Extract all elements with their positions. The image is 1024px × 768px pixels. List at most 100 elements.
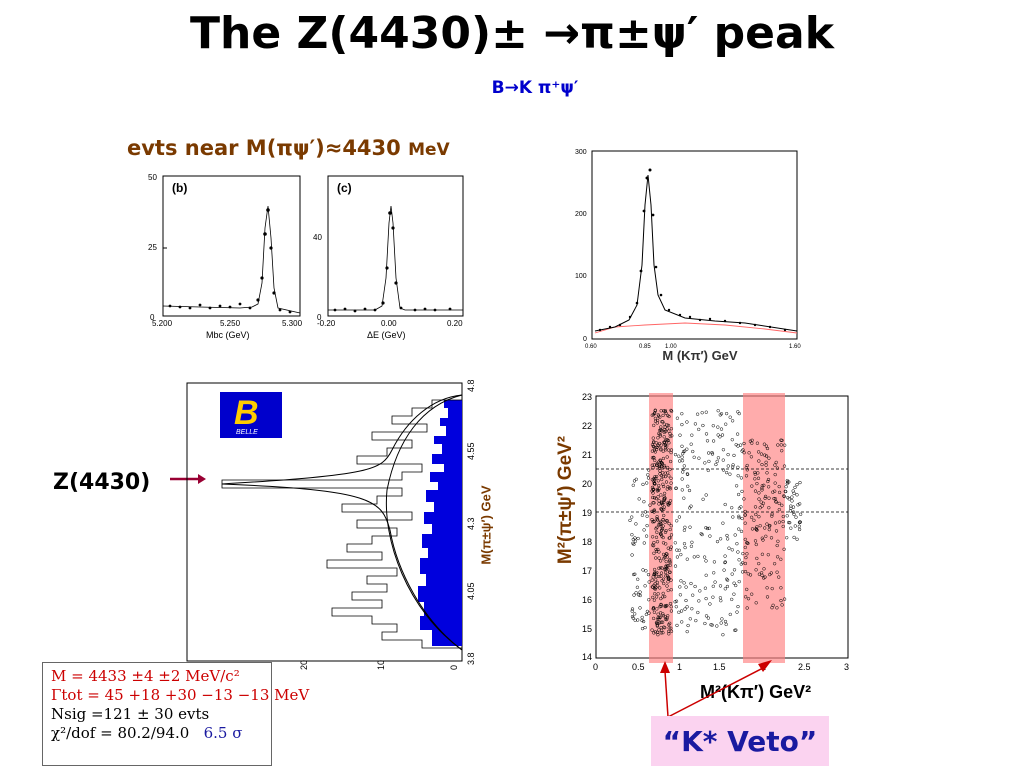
mpsi-background-curve xyxy=(385,394,463,651)
dalitz-point xyxy=(730,572,734,576)
dalitz-point xyxy=(767,506,771,510)
dalitz-point xyxy=(681,470,685,474)
dalitz-point xyxy=(704,596,708,601)
dalitz-point xyxy=(716,425,720,429)
dalitz-point xyxy=(698,589,702,593)
dalitz-point xyxy=(760,486,764,490)
dalitz-point xyxy=(739,505,743,509)
dalitz-point xyxy=(652,510,656,514)
dalitz-point xyxy=(743,545,747,550)
deltae-ytick-1: 40 xyxy=(313,233,322,242)
dalitz-point xyxy=(754,527,759,532)
dalitz-point xyxy=(689,504,693,508)
dalitz-point xyxy=(793,485,797,490)
dalitz-point xyxy=(765,595,770,599)
dalitz-point xyxy=(652,508,657,512)
dalitz-point xyxy=(638,606,642,610)
dalitz-point xyxy=(700,532,704,537)
mbc-ytick-2: 50 xyxy=(148,173,157,182)
dalitz-point xyxy=(757,497,761,501)
dalitz-point xyxy=(632,542,636,547)
dalitz-point xyxy=(656,413,660,417)
dalitz-point xyxy=(753,472,757,476)
dalitz-point xyxy=(716,409,720,413)
dalitz-point xyxy=(771,490,775,494)
dalitz-point xyxy=(657,502,661,506)
dalitz-point xyxy=(682,528,687,532)
dalitz-point xyxy=(760,552,765,556)
dalitz-point xyxy=(668,499,673,503)
dalitz-point xyxy=(660,462,665,466)
dalitz-point xyxy=(668,570,672,574)
evts-label-unit: MeV xyxy=(408,140,450,160)
dalitz-point xyxy=(754,542,758,547)
dalitz-point xyxy=(704,432,709,436)
dalitz-point xyxy=(737,514,741,518)
dalitz-point xyxy=(641,568,645,572)
dalitz-point xyxy=(665,617,669,622)
dalitz-point xyxy=(775,466,780,470)
dalitz-point xyxy=(657,487,661,491)
dalitz-point xyxy=(651,501,655,505)
dalitz-point xyxy=(769,536,774,540)
mbc-xtick-1: 5.250 xyxy=(220,319,241,328)
dalitz-point xyxy=(761,501,766,505)
dalitz-point xyxy=(651,607,655,611)
dalitz-point xyxy=(775,570,779,574)
dalitz-point xyxy=(691,449,695,454)
dalitz-point xyxy=(721,633,725,637)
dalitz-point xyxy=(657,556,661,560)
dalitz-point xyxy=(742,451,746,455)
dalitz-point xyxy=(666,485,670,489)
dalitz-point xyxy=(658,434,663,438)
dalitz-point xyxy=(666,580,670,584)
dalitz-point xyxy=(780,449,784,453)
dalitz-point xyxy=(721,458,725,462)
dalitz-point xyxy=(777,490,782,495)
dalitz-point xyxy=(734,628,738,632)
dalitz-plot: 23 22 21 20 19 18 17 16 15 14 0 0.5 1 1.… xyxy=(582,392,849,672)
dalitz-point xyxy=(725,537,730,541)
deltae-panel-label: (c) xyxy=(337,181,352,195)
dalitz-point xyxy=(661,413,665,418)
dalitz-point xyxy=(762,483,766,487)
dalitz-point xyxy=(790,499,794,503)
dalitz-point xyxy=(755,528,759,532)
dalitz-point xyxy=(659,448,663,452)
dalitz-point xyxy=(763,496,767,500)
dalitz-point xyxy=(677,610,681,614)
dalitz-point xyxy=(743,521,747,525)
dalitz-point xyxy=(719,599,723,603)
dalitz-point xyxy=(662,625,666,629)
dalitz-point xyxy=(657,574,661,579)
dalitz-point xyxy=(644,569,648,573)
dalitz-point xyxy=(677,454,681,458)
dalitz-point xyxy=(706,451,711,455)
dalitz-point xyxy=(781,519,785,524)
dalitz-point xyxy=(770,512,774,516)
dalitz-point xyxy=(779,443,783,447)
dalitz-point xyxy=(669,545,673,549)
dalitz-point xyxy=(792,491,796,495)
dalitz-point xyxy=(636,577,640,581)
dalitz-point xyxy=(651,595,655,600)
veto-arrows xyxy=(660,660,772,718)
dalitz-point xyxy=(640,615,644,620)
dalitz-point xyxy=(708,602,712,606)
dalitz-point xyxy=(760,488,764,492)
dalitz-point xyxy=(723,554,727,558)
dalitz-point xyxy=(660,528,664,532)
dalitz-point xyxy=(666,471,670,475)
dalitz-point xyxy=(663,425,667,429)
kpi-xtick-2: 1.00 xyxy=(665,344,677,350)
dalitz-point xyxy=(654,474,659,479)
dalitz-point xyxy=(668,558,672,562)
dalitz-point xyxy=(660,500,664,504)
dalitz-point xyxy=(633,612,637,616)
dalitz-point xyxy=(686,623,690,628)
dalitz-point xyxy=(651,466,655,470)
dalitz-point xyxy=(719,412,724,416)
dalitz-point xyxy=(650,485,655,490)
dalitz-point xyxy=(768,572,772,577)
dalitz-point xyxy=(634,522,638,526)
